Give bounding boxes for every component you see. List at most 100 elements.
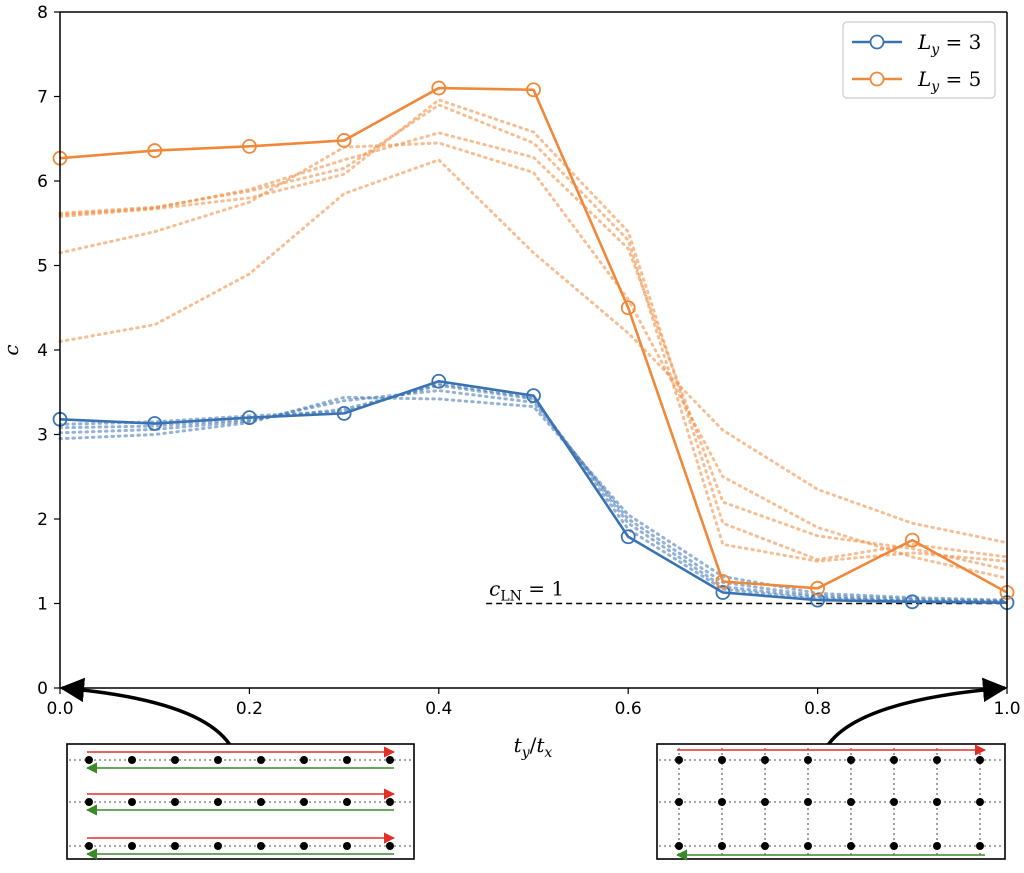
- data-point: [810, 592, 825, 608]
- lattice-site: [718, 842, 726, 850]
- lattice-site: [933, 756, 941, 764]
- x-tick-label: 1.0: [993, 699, 1020, 719]
- data-point: [810, 580, 825, 596]
- data-point: [526, 82, 541, 98]
- y-tick-label: 5: [37, 257, 48, 277]
- lattice-site: [761, 798, 769, 806]
- lattice-site: [171, 842, 179, 850]
- x-tick-label: 0.6: [615, 699, 642, 719]
- lattice-site: [214, 842, 222, 850]
- series-line-1: [59, 379, 1008, 604]
- dotted-series-line: [58, 141, 1009, 580]
- data-point: [715, 585, 731, 600]
- legend-entry-label: Ly = 5: [917, 67, 981, 95]
- data-point: [336, 405, 352, 421]
- y-tick-label: 0: [37, 679, 48, 699]
- lattice-site: [675, 756, 683, 764]
- y-tick-label: 2: [37, 510, 48, 530]
- lattice-insets: [59, 677, 1008, 861]
- lattice-site: [847, 842, 855, 850]
- y-tick-label: 3: [37, 426, 48, 446]
- data-point: [241, 410, 257, 426]
- lattice-site: [171, 798, 179, 806]
- lattice-site: [804, 756, 812, 764]
- lattice-site: [675, 798, 683, 806]
- x-tick-label: 0.0: [46, 699, 73, 719]
- lattice-site: [300, 798, 308, 806]
- y-tick-label: 4: [37, 341, 48, 361]
- legend-marker: [869, 71, 885, 87]
- legend-entry-label: Ly = 3: [917, 30, 981, 58]
- y-tick-label: 1: [37, 595, 48, 615]
- lattice-site: [257, 842, 265, 850]
- data-point: [147, 416, 163, 431]
- dotted-series-line: [58, 98, 1009, 562]
- lattice-site: [718, 756, 726, 764]
- lattice-site: [300, 842, 308, 850]
- lattice-site: [976, 842, 984, 850]
- lattice-site: [933, 798, 941, 806]
- lattice-site: [933, 842, 941, 850]
- lattice-site: [386, 798, 394, 806]
- axes: 0.0 0.2 0.4 0.6 0.8 1.0 0 1 2 3 4 5 6 7 8: [37, 3, 1020, 719]
- dotted-series-line: [58, 131, 1009, 572]
- lattice-site: [718, 798, 726, 806]
- lattice-site: [343, 798, 351, 806]
- data-point: [526, 388, 541, 404]
- lattice-site: [761, 756, 769, 764]
- data-point: [336, 133, 352, 148]
- lattice-site: [804, 798, 812, 806]
- dotted-series-line: [58, 382, 1009, 604]
- inset-decoupled-chains: [66, 743, 415, 860]
- data-point: [620, 300, 636, 316]
- lattice-site: [214, 756, 222, 764]
- lattice-site: [804, 842, 812, 850]
- pointer-arrow-left: [59, 677, 232, 746]
- data-point: [715, 574, 731, 589]
- series-line-2: [59, 86, 1008, 594]
- y-axis-label: c: [0, 344, 23, 355]
- x-tick-label: 0.2: [236, 699, 263, 719]
- legend: Ly = 3 Ly = 5: [842, 21, 996, 99]
- lattice-site: [890, 842, 898, 850]
- data-point: [431, 373, 447, 389]
- x-axis-label: ty/tx: [514, 733, 553, 761]
- lattice-site: [85, 842, 93, 850]
- dotted-series-line: [58, 383, 1009, 604]
- lattice-site: [386, 842, 394, 850]
- data-point: [620, 529, 636, 545]
- lattice-site: [386, 756, 394, 764]
- x-tick-label: 0.4: [425, 699, 452, 719]
- lattice-site: [128, 756, 136, 764]
- lattice-site: [85, 798, 93, 806]
- dotted-series-line: [58, 395, 1009, 602]
- x-tick-label: 0.8: [804, 699, 831, 719]
- lattice-site: [128, 798, 136, 806]
- lattice-site: [847, 756, 855, 764]
- dotted-series-line: [58, 103, 1009, 563]
- lattice-site: [214, 798, 222, 806]
- data-point: [904, 594, 920, 610]
- y-tick-label: 6: [37, 172, 48, 192]
- reference-line-label: cLN = 1: [489, 577, 564, 605]
- data-point: [431, 80, 447, 96]
- lattice-site: [257, 798, 265, 806]
- lattice-site: [890, 798, 898, 806]
- plot-area: [52, 80, 1015, 611]
- lattice-site: [675, 842, 683, 850]
- y-tick-label: 8: [37, 3, 48, 23]
- lattice-site: [171, 756, 179, 764]
- inset-coupled-ladder: [656, 743, 1006, 861]
- lattice-site: [976, 798, 984, 806]
- lattice-site: [976, 756, 984, 764]
- lattice-site: [890, 756, 898, 764]
- lattice-site: [257, 756, 265, 764]
- y-tick-label: 7: [37, 88, 48, 108]
- lattice-site: [343, 756, 351, 764]
- lattice-site: [85, 756, 93, 764]
- lattice-site: [761, 842, 769, 850]
- lattice-site: [128, 842, 136, 850]
- lattice-site: [847, 798, 855, 806]
- data-point: [241, 138, 257, 154]
